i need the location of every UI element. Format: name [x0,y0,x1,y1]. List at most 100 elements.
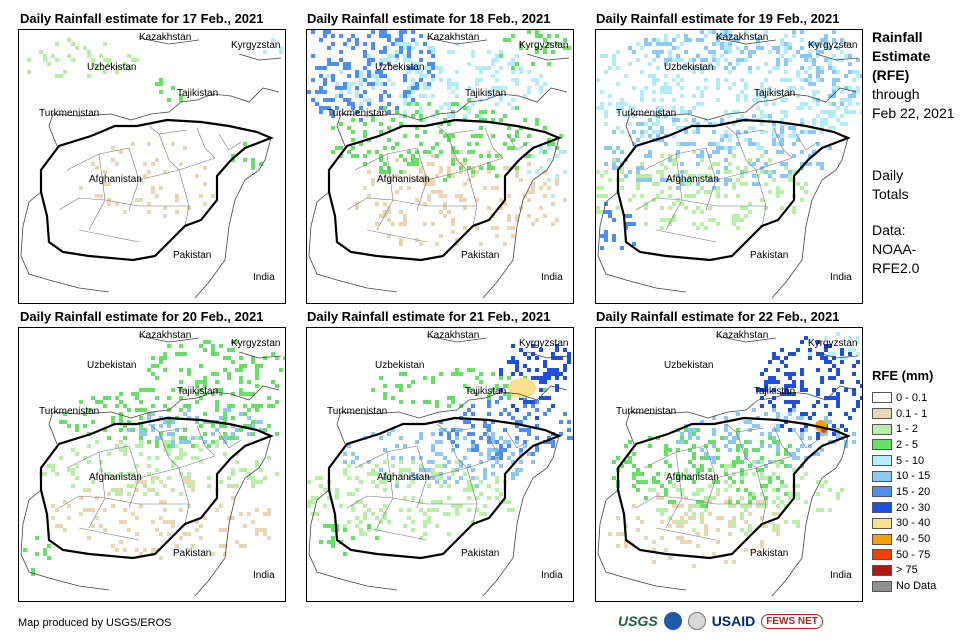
legend-label: > 75 [896,564,918,577]
label-tajikistan: Tajikistan [177,386,218,397]
info-title-line1: Rainfall [872,29,923,45]
label-kyrgyzstan: Kyrgyzstan [231,40,280,51]
legend-label: 15 - 20 [896,485,931,498]
label-kazakhstan: Kazakhstan [716,330,768,341]
label-uzbekistan: Uzbekistan [664,360,713,371]
label-turkmenistan: Turkmenistan [616,108,676,119]
label-pakistan: Pakistan [750,548,788,559]
label-turkmenistan: Turkmenistan [39,108,99,119]
agency-logos: USGS USAID FEWS NET [618,612,823,630]
legend-label: 50 - 75 [896,548,931,561]
label-india: India [253,272,275,283]
legend-swatch [872,564,892,576]
rainfall-layer [596,30,862,250]
label-pakistan: Pakistan [750,250,788,261]
label-pakistan: Pakistan [461,250,499,261]
info-title-line2: Estimate [872,48,931,64]
map-credit: Map produced by USGS/EROS [18,617,172,629]
afghanistan-border [327,118,562,262]
panel-title-22-feb: Daily Rainfall estimate for 22 Feb., 202… [596,309,840,324]
info-daily: Daily [872,167,904,183]
label-afghanistan: Afghanistan [666,472,719,483]
usaid-logo: USAID [711,613,756,629]
label-afghanistan: Afghanistan [377,472,430,483]
legend-label: No Data [896,580,937,593]
legend-swatch [872,392,892,404]
label-india: India [253,570,275,581]
legend-swatch [872,486,892,498]
label-tajikistan: Tajikistan [465,88,506,99]
panel-title-18-feb: Daily Rainfall estimate for 18 Feb., 202… [307,11,551,26]
legend-swatch [872,470,892,482]
rainfall-map-18-feb: Kazakhstan Kyrgyzstan Uzbekistan Tajikistan… [306,29,574,304]
label-india: India [541,570,563,581]
legend-item: 0.1 - 1 [872,406,936,422]
legend-item: 15 - 20 [872,484,936,500]
label-turkmenistan: Turkmenistan [39,406,99,417]
legend-swatch [872,455,892,467]
legend-item: > 75 [872,563,936,579]
label-tajikistan: Tajikistan [754,88,795,99]
afghanistan-border [39,416,274,560]
label-afghanistan: Afghanistan [377,174,430,185]
label-uzbekistan: Uzbekistan [375,360,424,371]
legend-swatch [872,439,892,451]
label-pakistan: Pakistan [173,548,211,559]
rainfall-map-19-feb: Kazakhstan Kyrgyzstan Uzbekistan Tajikistan… [595,29,863,304]
legend-label: 10 - 15 [896,470,931,483]
info-title-line3: (RFE) [872,67,910,83]
rainfall-map-20-feb: Kazakhstan Kyrgyzstan Uzbekistan Tajikistan… [18,327,286,602]
panel-title-21-feb: Daily Rainfall estimate for 21 Feb., 202… [307,309,551,324]
afghanistan-border [616,416,851,560]
label-uzbekistan: Uzbekistan [375,62,424,73]
label-turkmenistan: Turkmenistan [327,406,387,417]
rainfall-map-21-feb: Kazakhstan Kyrgyzstan Uzbekistan Tajikistan… [306,327,574,602]
info-source-line1: NOAA- [872,241,917,257]
legend-label: 0 - 0.1 [896,391,928,404]
label-afghanistan: Afghanistan [89,174,142,185]
info-data-label: Data: [872,222,906,238]
legend-label: 1 - 2 [896,423,919,436]
label-tajikistan: Tajikistan [754,386,795,397]
info-through: through [872,86,920,102]
legend-swatch [872,517,892,529]
legend-swatch [872,533,892,545]
legend-item: 5 - 10 [872,453,936,469]
label-india: India [830,570,852,581]
legend-item: 20 - 30 [872,500,936,516]
info-through-date: Feb 22, 2021 [872,105,955,121]
legend-title: RFE (mm) [872,368,934,383]
label-kazakhstan: Kazakhstan [139,32,191,43]
info-totals: Totals [872,186,909,202]
legend-swatch [872,580,892,592]
rainfall-layer [27,38,283,218]
label-uzbekistan: Uzbekistan [87,360,136,371]
afghanistan-border [616,118,851,262]
legend-label: 30 - 40 [896,517,931,530]
legend-item: 1 - 2 [872,421,936,437]
label-pakistan: Pakistan [173,250,211,261]
panel-title-20-feb: Daily Rainfall estimate for 20 Feb., 202… [20,309,264,324]
legend-swatch [872,549,892,561]
fews-net-logo: FEWS NET [761,613,823,629]
label-tajikistan: Tajikistan [177,88,218,99]
label-kazakhstan: Kazakhstan [716,32,768,43]
legend-item: No Data [872,578,936,594]
afghanistan-border [39,118,274,262]
afghanistan-border [327,416,562,560]
label-uzbekistan: Uzbekistan [87,62,136,73]
label-turkmenistan: Turkmenistan [327,108,387,119]
rainfall-layer [23,340,285,576]
legend-item: 0 - 0.1 [872,390,936,406]
label-afghanistan: Afghanistan [89,472,142,483]
usgs-logo: USGS [618,613,658,629]
label-kyrgyzstan: Kyrgyzstan [519,338,568,349]
panel-title-19-feb: Daily Rainfall estimate for 19 Feb., 202… [596,11,840,26]
label-turkmenistan: Turkmenistan [616,406,676,417]
legend-swatch [872,502,892,514]
label-india: India [830,272,852,283]
label-tajikistan: Tajikistan [465,386,506,397]
label-kazakhstan: Kazakhstan [427,32,479,43]
legend-item: 30 - 40 [872,516,936,532]
legend-item: 2 - 5 [872,437,936,453]
